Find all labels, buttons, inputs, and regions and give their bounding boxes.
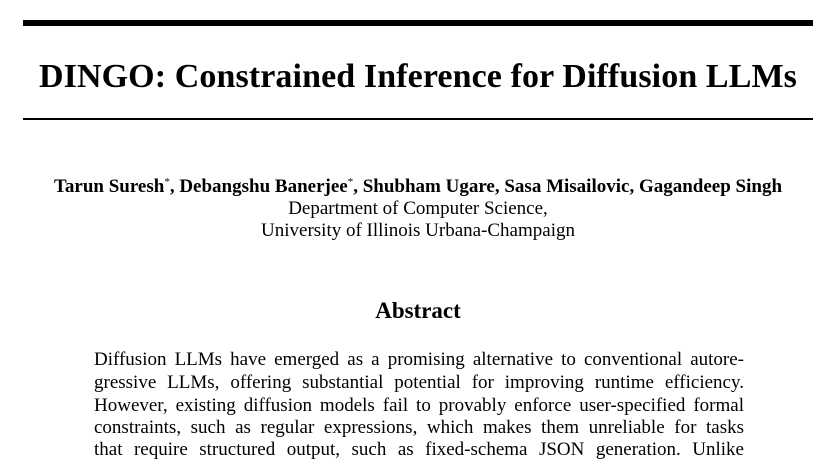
author-list: Tarun Suresh*, Debangshu Banerjee*, Shub… — [53, 176, 783, 197]
author-name: Shubham Ugare — [362, 176, 495, 197]
title-top-rule — [23, 20, 813, 26]
abstract-text-line: Diffusion LLMs have emerged as a promisi… — [94, 349, 744, 370]
title-bottom-rule — [23, 118, 813, 120]
author-name: Gagandeep Singh — [638, 176, 783, 197]
equal-contribution-mark: * — [164, 176, 170, 188]
abstract-heading: Abstract — [375, 298, 461, 323]
author-name: Tarun Suresh — [53, 176, 165, 197]
author-name: Sasa Misailovic — [504, 176, 630, 197]
affiliation-university: University of Illinois Urbana-Champaign — [261, 220, 575, 241]
affiliation-department: Department of Computer Science, — [288, 198, 548, 219]
equal-contribution-mark: * — [347, 176, 354, 188]
abstract-text-line: constraints, such as regular expressions… — [94, 417, 744, 438]
paper-title: DINGO: Constrained Inference for Diffusi… — [38, 58, 798, 95]
author-name: Debangshu Banerjee — [179, 176, 348, 197]
abstract-text-line: that require structured output, such as … — [94, 439, 744, 460]
abstract-text-line: However, existing diffusion models fail … — [94, 395, 744, 416]
abstract-text-line: gressive LLMs, offering substantial pote… — [94, 372, 744, 393]
